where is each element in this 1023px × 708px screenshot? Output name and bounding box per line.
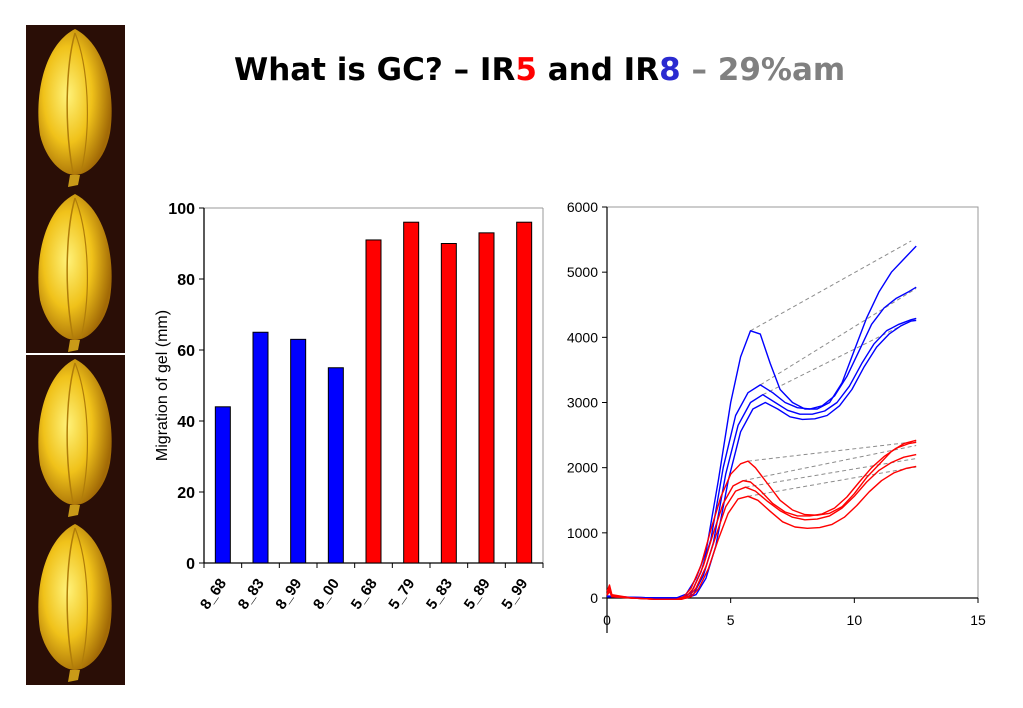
- rice-grain-image: [26, 355, 125, 520]
- y-tick-label: 6000: [567, 199, 598, 215]
- bar: [214, 406, 231, 564]
- y-tick-label: 4000: [567, 329, 598, 345]
- dashed-reference-line: [747, 441, 917, 462]
- y-tick-label: 20: [177, 485, 195, 502]
- series-line: [606, 439, 917, 600]
- x-tick-label: 5_89: [461, 576, 494, 613]
- x-tick-label: 0: [603, 612, 611, 628]
- series-line: [606, 465, 917, 600]
- title-part: What is GC? – IR: [234, 52, 516, 88]
- bar-chart: 0 20 40 60 80 100 8_68 8_83 8_99 8_00 5_68 5_79 5_83…: [154, 201, 544, 613]
- series-line: [606, 245, 917, 599]
- bar: [478, 232, 495, 564]
- bar: [516, 221, 533, 564]
- x-tick-label: 5: [727, 612, 735, 628]
- dashed-reference-line: [742, 445, 917, 482]
- y-tick-label: 0: [590, 590, 598, 606]
- x-tick-label: 5_99: [498, 576, 531, 613]
- dashed-reference-line: [760, 288, 917, 386]
- bar: [403, 221, 420, 564]
- bar: [290, 338, 307, 564]
- x-tick-label: 8_83: [235, 576, 268, 613]
- title-part: 5: [515, 52, 537, 88]
- title-part: and IR: [536, 52, 660, 88]
- dashed-reference-line: [747, 466, 917, 497]
- rice-grain-image: [26, 520, 125, 685]
- dashed-reference-line: [762, 317, 917, 396]
- y-tick-label: 0: [186, 556, 195, 573]
- bar: [327, 367, 344, 564]
- x-tick-label: 8_99: [272, 576, 305, 613]
- image-divider: [26, 353, 125, 355]
- x-tick-label: 8_00: [310, 576, 343, 613]
- y-tick-label: 100: [168, 201, 195, 218]
- bar: [440, 243, 457, 564]
- line-chart: 0 1000 2000 3000 4000 5000 6000 0 5 10 15: [567, 199, 986, 633]
- x-tick-label: 5_68: [348, 576, 381, 613]
- y-tick-label: 2000: [567, 460, 598, 476]
- series-line: [606, 286, 917, 599]
- bar: [365, 239, 382, 564]
- y-tick-label: 60: [177, 343, 195, 360]
- x-tick-label: 5_79: [385, 576, 418, 613]
- series-line: [606, 317, 917, 599]
- dashed-reference-line: [745, 458, 917, 488]
- y-tick-label: 80: [177, 272, 195, 289]
- x-tick-label: 8_68: [197, 576, 230, 613]
- y-tick-label: 40: [177, 414, 195, 431]
- title-part: 8: [659, 52, 681, 88]
- y-axis-label: Migration of gel (mm): [154, 310, 171, 461]
- y-tick-label: 5000: [567, 264, 598, 280]
- rice-grain-image-strip: [26, 25, 125, 685]
- title-part: – 29%am: [680, 52, 846, 88]
- bar: [252, 331, 269, 564]
- x-tick-label: 10: [847, 612, 863, 628]
- rice-grain-image: [26, 25, 125, 190]
- slide-title: What is GC? – IR5 and IR8 – 29%am: [234, 55, 845, 86]
- rice-grain-image: [26, 190, 125, 355]
- y-tick-label: 1000: [567, 525, 598, 541]
- dashed-reference-line: [750, 240, 912, 332]
- y-tick-label: 3000: [567, 395, 598, 411]
- x-tick-label: 5_83: [423, 576, 456, 613]
- series-line: [606, 319, 917, 599]
- x-tick-label: 15: [970, 612, 986, 628]
